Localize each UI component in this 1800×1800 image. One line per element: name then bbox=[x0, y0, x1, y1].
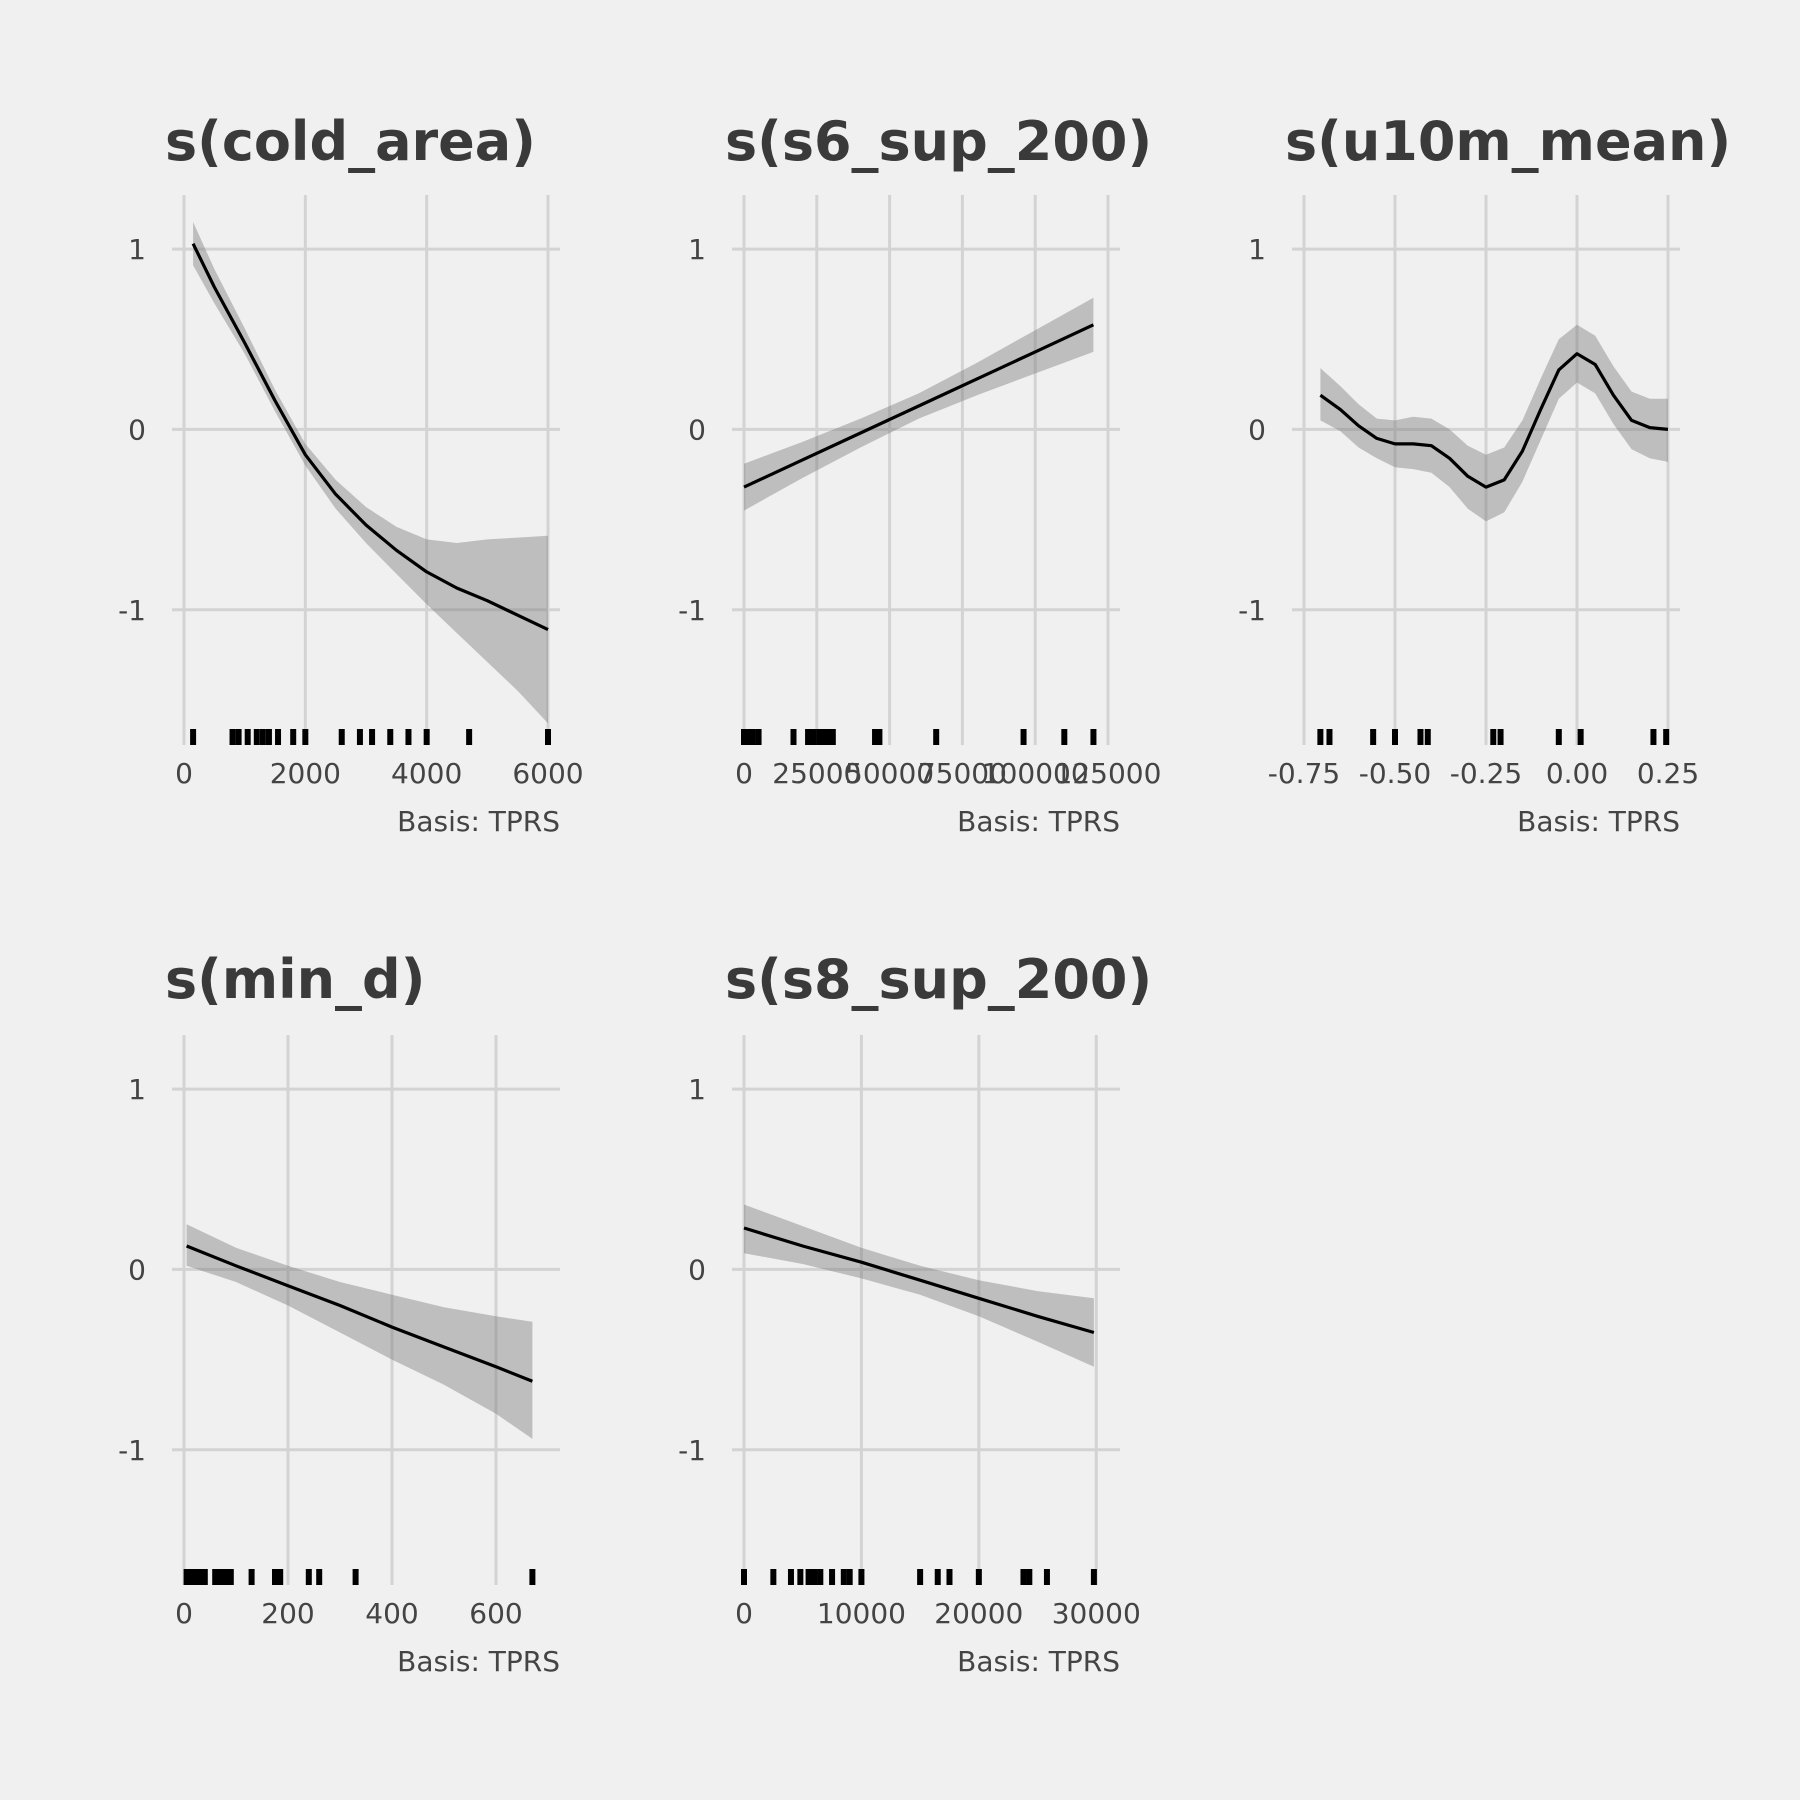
x-tick-label: 125000 bbox=[1055, 757, 1162, 790]
x-tick-label: -0.50 bbox=[1359, 757, 1431, 790]
x-tick-label: 200 bbox=[261, 1597, 314, 1630]
y-tick-label: -1 bbox=[678, 594, 706, 627]
x-tick-label: 0 bbox=[175, 1597, 193, 1630]
x-tick-label: -0.75 bbox=[1268, 757, 1340, 790]
smooth-line bbox=[191, 242, 549, 632]
x-tick-label: 0 bbox=[175, 757, 193, 790]
basis-caption: Basis: TPRS bbox=[957, 805, 1120, 838]
x-tick-label: 20000 bbox=[934, 1597, 1023, 1630]
y-tick-label: 1 bbox=[688, 233, 706, 266]
x-tick-label: 30000 bbox=[1052, 1597, 1141, 1630]
panel-title: s(s6_sup_200) bbox=[725, 110, 1152, 173]
x-tick-label: 50000 bbox=[845, 757, 934, 790]
panel-1: s(cold_area) -1 0 1 0 2000 4000 6000 Basis: TPRS bbox=[118, 110, 584, 838]
confidence-band bbox=[1320, 324, 1668, 522]
x-tick-label: 0.25 bbox=[1637, 757, 1699, 790]
x-tick-label: 400 bbox=[365, 1597, 418, 1630]
confidence-band bbox=[744, 1204, 1094, 1367]
x-tick-label: 0 bbox=[735, 1597, 753, 1630]
y-tick-label: 0 bbox=[128, 413, 146, 446]
panel-5: s(s8_sup_200) -1 0 1 0 10000 20000 30000 Basis: … bbox=[678, 948, 1152, 1678]
smooth-line bbox=[186, 1244, 533, 1383]
basis-caption: Basis: TPRS bbox=[397, 1645, 560, 1678]
y-tick-label: -1 bbox=[118, 1434, 146, 1467]
basis-caption: Basis: TPRS bbox=[397, 805, 560, 838]
panel-title: s(min_d) bbox=[165, 948, 425, 1011]
y-tick-label: 0 bbox=[128, 1253, 146, 1286]
panel-title: s(u10m_mean) bbox=[1285, 110, 1731, 173]
smooth-line bbox=[1319, 352, 1669, 489]
y-tick-label: 1 bbox=[128, 1073, 146, 1106]
y-tick-label: 1 bbox=[688, 1073, 706, 1106]
basis-caption: Basis: TPRS bbox=[1517, 805, 1680, 838]
y-tick-label: 0 bbox=[688, 413, 706, 446]
panel-3: s(u10m_mean) -1 0 1 -0.75 -0.50 -0.25 0.00 0.25 B… bbox=[1238, 110, 1731, 838]
panel-4: s(min_d) -1 0 1 0 200 400 600 Basis: TPRS bbox=[118, 948, 560, 1678]
panel-title: s(s8_sup_200) bbox=[725, 948, 1152, 1011]
y-tick-label: 1 bbox=[128, 233, 146, 266]
x-tick-label: 0 bbox=[735, 757, 753, 790]
x-tick-label: 10000 bbox=[817, 1597, 906, 1630]
confidence-band bbox=[744, 297, 1094, 511]
smooth-line bbox=[743, 1226, 1095, 1335]
basis-caption: Basis: TPRS bbox=[957, 1645, 1120, 1678]
x-tick-label: 75000 bbox=[918, 757, 1007, 790]
smooth-line bbox=[743, 323, 1095, 489]
x-tick-label: 2000 bbox=[270, 757, 341, 790]
y-tick-label: -1 bbox=[118, 594, 146, 627]
y-tick-label: 1 bbox=[1248, 233, 1266, 266]
x-tick-label: -0.25 bbox=[1450, 757, 1522, 790]
y-tick-label: -1 bbox=[1238, 594, 1266, 627]
y-tick-label: 0 bbox=[1248, 413, 1266, 446]
x-tick-label: 25000 bbox=[772, 757, 861, 790]
confidence-band bbox=[186, 1224, 533, 1439]
x-tick-label: 100000 bbox=[982, 757, 1089, 790]
confidence-band bbox=[193, 222, 548, 724]
panel-2: s(s6_sup_200) -1 0 1 0 2500050000750001000001… bbox=[678, 110, 1161, 838]
y-tick-label: -1 bbox=[678, 1434, 706, 1467]
x-tick-label: 4000 bbox=[391, 757, 462, 790]
x-tick-label: 6000 bbox=[512, 757, 583, 790]
x-tick-label: 600 bbox=[469, 1597, 522, 1630]
x-tick-label: 0.00 bbox=[1546, 757, 1608, 790]
y-tick-label: 0 bbox=[688, 1253, 706, 1286]
panel-title: s(cold_area) bbox=[165, 110, 536, 173]
